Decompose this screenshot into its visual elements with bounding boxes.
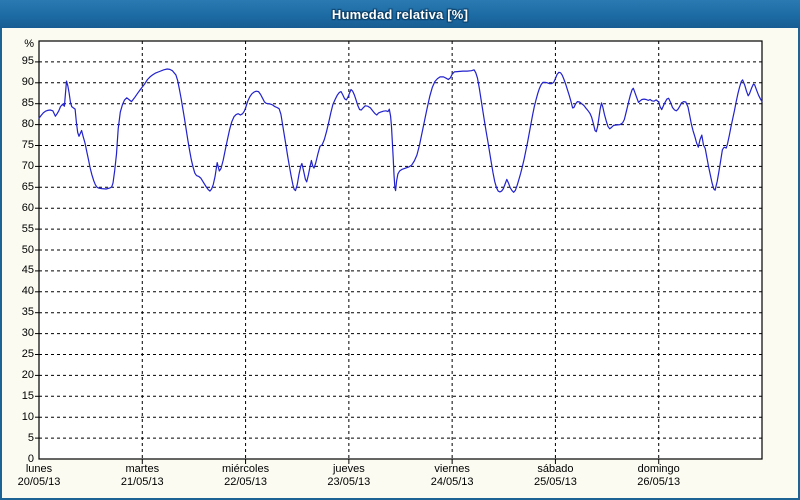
y-tick-label: 5 [27,431,34,444]
y-tick-label: 25 [21,348,34,360]
x-day-name: miércoles [222,463,270,475]
x-day-date: 21/05/13 [120,476,164,488]
y-tick-label: 70 [21,159,34,172]
x-day-label: domingo 26/05/13 [614,463,704,489]
x-day-name: jueves [332,463,365,475]
y-tick-label: 60 [21,201,34,214]
x-day-date: 22/05/13 [224,476,267,488]
y-tick-label: 20 [21,368,34,381]
x-day-label: martes 21/05/13 [97,463,187,489]
x-day-date: 20/05/13 [17,476,61,488]
plot-svg [35,40,763,464]
chart-title-bar: Humedad relativa [%] [0,0,800,28]
y-tick-label: 55 [21,222,34,235]
x-day-name: lunes [25,463,53,475]
x-day-date: 23/05/13 [327,476,371,488]
x-day-name: sábado [537,463,574,475]
x-day-date: 26/05/13 [637,476,681,488]
x-day-label: lunes 20/05/13 [0,463,84,489]
x-day-label: sábado 25/05/13 [510,463,600,489]
x-day-label: jueves 23/05/13 [304,463,394,489]
x-day-label: miércoles 22/05/13 [201,463,291,489]
y-tick-label: 30 [21,327,34,340]
y-tick-label: 95 [21,55,34,68]
chart-title: Humedad relativa [%] [331,6,469,22]
humidity-line [38,68,763,193]
x-day-name: domingo [637,463,680,475]
x-day-label: viernes 24/05/13 [407,463,497,489]
y-tick-label: 15 [21,389,34,402]
y-tick-label: 50 [21,243,34,256]
y-tick-label: 85 [21,97,34,110]
x-day-name: viernes [434,463,470,475]
y-axis-unit-label: % [24,38,34,50]
x-day-date: 24/05/13 [430,476,474,488]
y-tick-label: 35 [21,306,34,319]
y-tick-label: 80 [21,118,34,131]
y-tick-label: 45 [21,264,34,277]
y-tick-label: 65 [21,180,34,193]
y-tick-label: 40 [21,285,34,298]
y-tick-label: 10 [21,410,34,423]
x-day-date: 25/05/13 [534,476,577,488]
y-tick-label: 75 [21,139,34,151]
y-tick-label: 90 [21,76,34,89]
y-tick-label: 0 [27,452,34,465]
x-day-name: martes [125,463,160,475]
